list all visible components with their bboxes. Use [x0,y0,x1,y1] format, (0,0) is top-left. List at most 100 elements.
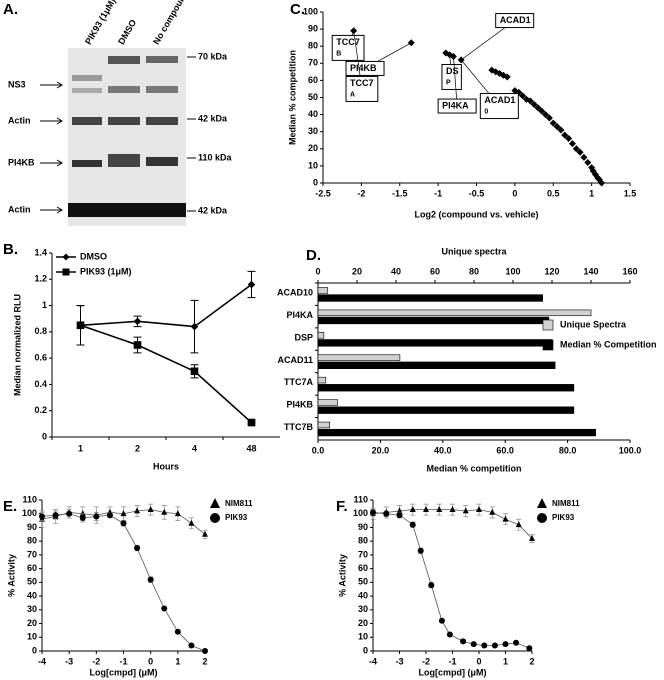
row-label: Actin [8,115,31,125]
annotation-box [441,63,462,90]
point [513,639,520,646]
point [417,547,424,554]
point [519,92,527,100]
y-tick-label: 0.4 [34,379,47,389]
y-tick-label: 80 [27,536,37,546]
point [438,617,445,624]
y-tick-label: TTC7B [284,422,314,432]
legend-label: Median % Competition [560,339,657,349]
legend-label: NIM811 [552,499,580,508]
y-tick-label: 50 [358,577,368,587]
annotation-text: A [350,91,355,98]
point [470,641,477,648]
point [446,631,453,638]
point [247,280,256,289]
size-label: 110 kDa [198,152,233,162]
x-tick-label: -0.5 [469,188,485,198]
blot-membrane [68,48,186,226]
y-tick-label: 90 [358,522,368,532]
y-tick-label: 70 [308,58,318,68]
annotation-box [479,93,519,120]
y-tick-label: 80 [308,41,318,51]
point [396,512,403,519]
y-tick-label: 10 [27,632,37,642]
point [537,498,547,508]
y-tick-label: 40 [308,109,318,119]
x-tick-label: 0.5 [547,188,560,198]
legend-swatch [542,319,554,331]
legend-swatch [542,339,554,351]
point [134,507,141,514]
point [481,642,488,649]
point [161,605,168,612]
point [188,519,195,526]
legend-label: PIK93 [225,513,248,522]
x-tick-label: 1.5 [624,188,637,198]
point [147,506,154,513]
x-tick-label: 1 [78,443,83,453]
y-tick-label: DSP [294,332,313,342]
x-tick-label: 2 [135,443,140,453]
point [79,510,86,517]
x-tick-label: 0 [148,656,153,666]
y-tick-label: 0.2 [34,405,47,415]
x-tick-label: -2 [357,188,365,198]
x-tick-label: -1 [119,656,127,666]
series-line [80,283,252,328]
y-tick-label: 0.6 [34,353,47,363]
point [66,510,73,517]
blot-band [72,88,102,93]
point [436,506,443,513]
point [542,111,550,119]
point [538,107,546,115]
x-tick-label: 1 [503,656,508,666]
y-tick-label: 1.2 [34,274,47,284]
point [106,512,113,519]
y-tick-label: 10 [308,160,318,170]
point [93,513,100,520]
annotation-text: 0 [484,108,488,115]
bar [317,316,550,325]
arrow [40,117,63,125]
panel-label: E. [3,498,17,515]
annotation-text: PI4KB [350,63,377,73]
point [561,131,569,139]
x2-tick-label: 80 [469,266,479,276]
point [120,520,127,527]
x-tick-label: -2.5 [315,188,331,198]
x2-tick-label: 140 [583,266,598,276]
point [174,510,181,517]
annotation-connector [453,56,458,107]
point [62,253,70,261]
y-tick-label: 110 [353,494,368,504]
y-tick-label: 90 [308,23,318,33]
y-tick-label: 0 [42,431,47,441]
bar [317,399,338,406]
blot [68,48,186,226]
annotation-box [345,75,379,102]
x-tick-label: -3 [65,656,73,666]
legend-label: PIK93 [552,513,575,522]
point [502,641,509,648]
point [188,642,195,649]
blot-band [146,86,178,93]
x-axis-title: Log[cmpd] (μM) [90,667,158,677]
point [133,341,142,349]
point [428,582,435,589]
point [79,514,86,521]
point [133,317,142,326]
bar [317,361,556,369]
x2-axis-title: Unique spectra [441,246,507,256]
y-tick-label: 20 [27,618,37,628]
x-axis-title: Median % competition [426,463,521,473]
legend-label: DMSO [80,251,107,261]
point [190,322,199,331]
point [568,140,576,148]
point [580,153,588,161]
annotation-text: PI4KA [442,100,469,110]
y-tick-label: 0 [313,177,318,187]
x-tick-label: 60.0 [496,445,514,455]
point [598,179,606,187]
x-tick-label: 100.0 [619,445,642,455]
blot-band [146,56,178,63]
